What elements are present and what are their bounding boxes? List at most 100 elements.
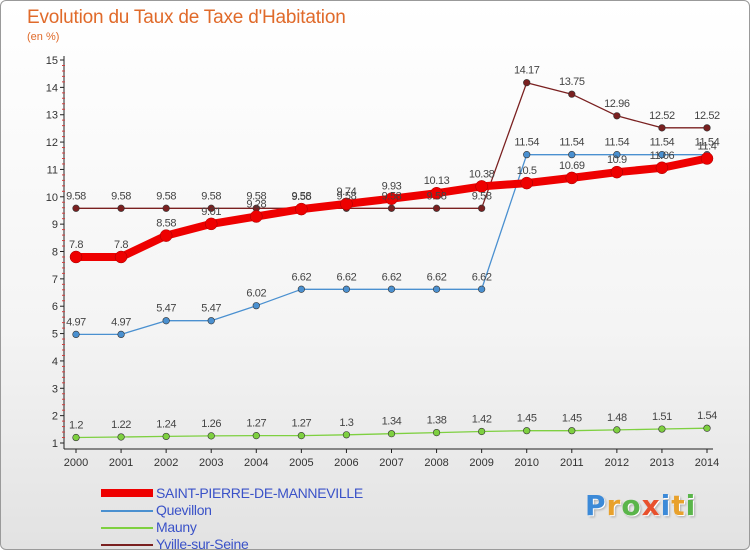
data-labels-layer: 7.8 7.8 8.58 9.01 9.28 9.55 9.74 9.93 10.13 10.38… xyxy=(66,65,720,432)
data-label: 6.62 xyxy=(291,271,311,283)
data-point xyxy=(568,90,576,98)
data-label: 9.55 xyxy=(291,191,311,203)
data-label: 12.96 xyxy=(604,98,630,110)
data-label: 6.62 xyxy=(427,271,447,283)
chart-unit-label: (en %) xyxy=(27,31,60,43)
data-point xyxy=(520,176,533,190)
legend-label: Mauny xyxy=(156,519,197,535)
data-point xyxy=(342,431,351,439)
data-label: 9.01 xyxy=(201,206,221,218)
x-tick-label: 2000 xyxy=(64,457,88,469)
data-label: 12.52 xyxy=(649,110,675,122)
data-label: 11.54 xyxy=(559,137,584,149)
data-label: 12.52 xyxy=(694,110,720,122)
logo-letter: x xyxy=(641,489,661,522)
y-tick-label: 1 xyxy=(52,438,58,450)
data-label: 10.5 xyxy=(517,165,537,177)
data-label: 4.97 xyxy=(66,316,86,328)
logo-letter: P xyxy=(585,489,607,522)
data-label: 6.62 xyxy=(472,271,492,283)
data-point xyxy=(297,285,305,293)
data-label: 1.3 xyxy=(339,417,353,429)
data-point xyxy=(613,426,621,434)
data-point xyxy=(658,425,666,433)
data-point xyxy=(523,427,531,435)
data-point xyxy=(478,427,486,436)
data-point xyxy=(432,204,441,212)
y-tick-label: 15 xyxy=(46,55,58,67)
data-point xyxy=(610,165,624,179)
data-label: 7.8 xyxy=(69,239,83,251)
x-tick-label: 2012 xyxy=(605,457,629,469)
data-label: 9.58 xyxy=(201,190,221,202)
data-label: 1.24 xyxy=(156,418,176,430)
data-label: 9.58 xyxy=(156,190,176,202)
data-label: 5.47 xyxy=(201,303,221,315)
data-point xyxy=(207,317,215,325)
data-label: 9.58 xyxy=(382,190,402,202)
logo-letter: i xyxy=(685,489,697,522)
y-tick-label: 13 xyxy=(46,110,58,122)
y-tick-label: 9 xyxy=(52,219,58,231)
data-point xyxy=(387,430,396,438)
data-label: 1.42 xyxy=(472,414,492,426)
x-tick-label: 2007 xyxy=(379,457,403,469)
data-point xyxy=(114,250,128,264)
data-point xyxy=(207,432,215,440)
data-point xyxy=(387,204,396,212)
data-label: 5.47 xyxy=(156,303,176,315)
legend-swatch xyxy=(101,544,153,546)
x-tick-label: 2003 xyxy=(199,457,223,469)
data-label: 1.2 xyxy=(69,420,83,432)
data-label: 14.17 xyxy=(514,65,540,77)
data-point xyxy=(613,151,621,159)
data-label: 1.48 xyxy=(607,412,627,424)
data-label: 8.58 xyxy=(156,218,176,230)
data-label: 7.8 xyxy=(114,239,128,251)
y-tick-label: 2 xyxy=(52,411,58,423)
x-tick-label: 2004 xyxy=(244,457,268,469)
series-1 xyxy=(69,152,714,264)
data-point xyxy=(72,433,80,442)
data-point xyxy=(117,204,125,212)
x-tick-label: 2008 xyxy=(424,457,448,469)
data-point xyxy=(117,330,125,338)
data-label: 9.28 xyxy=(246,198,266,210)
data-label: 9.58 xyxy=(246,190,266,202)
y-tick-label: 11 xyxy=(47,164,58,176)
legend-swatch xyxy=(101,489,153,497)
data-label: 9.58 xyxy=(291,190,311,202)
data-point xyxy=(250,210,263,223)
legend-swatch xyxy=(101,510,153,512)
series-3 xyxy=(72,424,711,442)
data-point xyxy=(432,285,441,293)
data-label: 1.27 xyxy=(291,418,311,430)
y-tick-label: 12 xyxy=(46,137,58,149)
x-tick-label: 2013 xyxy=(650,457,674,469)
data-label: 11.54 xyxy=(650,137,675,149)
data-point xyxy=(162,204,170,212)
data-label: 11.54 xyxy=(695,137,720,149)
data-label: 1.34 xyxy=(382,416,402,428)
data-point xyxy=(295,202,308,216)
data-label: 11.54 xyxy=(604,137,629,149)
data-point xyxy=(523,79,531,87)
data-point xyxy=(658,151,666,159)
chart-title: Evolution du Taux de Taxe d'Habitation xyxy=(27,7,346,28)
x-tick-label: 2009 xyxy=(469,457,493,469)
data-point xyxy=(204,217,218,231)
data-point xyxy=(159,229,173,242)
data-point xyxy=(700,152,714,165)
data-point xyxy=(162,432,170,441)
data-point xyxy=(385,192,398,205)
logo-letter: r xyxy=(606,489,622,522)
data-point xyxy=(69,250,83,264)
data-label: 9.58 xyxy=(472,190,492,202)
y-tick-label: 3 xyxy=(52,383,58,395)
legend-swatch xyxy=(101,527,153,529)
data-label: 9.93 xyxy=(382,181,402,193)
data-label: 10.13 xyxy=(424,175,450,187)
logo-letter: t xyxy=(671,489,686,522)
